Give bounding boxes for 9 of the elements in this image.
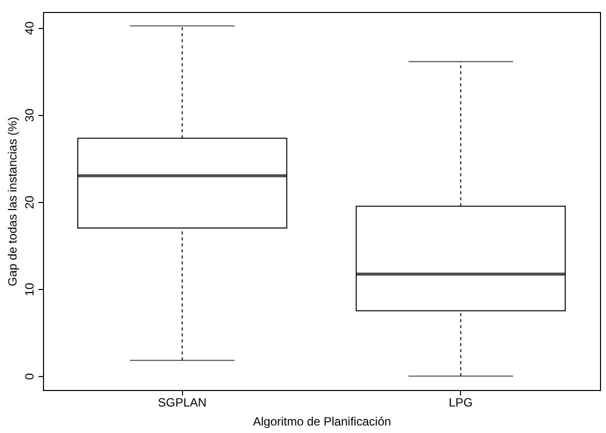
x-tick-label: SGPLAN: [158, 396, 207, 410]
y-tick-label: 30: [22, 108, 36, 122]
y-tick-label: 40: [22, 21, 36, 35]
y-tick-label: 20: [22, 195, 36, 210]
y-axis-title: Gap de todas las instancias (%): [6, 116, 20, 286]
x-axis-title: Algoritmo de Planificación: [252, 414, 392, 428]
x-tick-label: LPG: [448, 396, 473, 410]
y-tick-label: 10: [22, 282, 36, 296]
y-tick-label: 0: [22, 372, 36, 380]
